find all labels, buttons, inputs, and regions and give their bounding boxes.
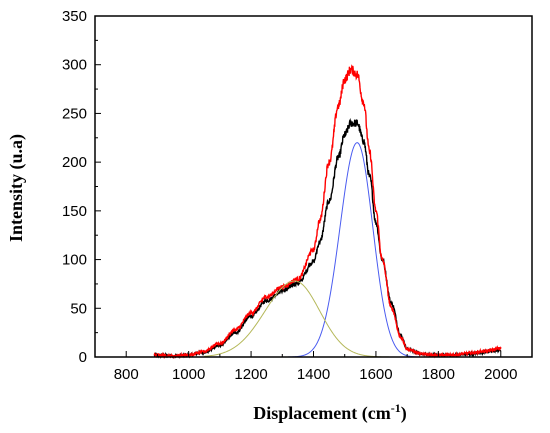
x-axis-ticks: 800 1000 1200 1400 1600 1800 2000 [114,351,517,383]
series-4-line [204,280,408,358]
y-tick-label: 250 [62,105,87,122]
x-tick-label: 1400 [297,366,330,383]
y-tick-label: 150 [62,203,87,220]
y-tick-label: 0 [79,349,87,366]
x-tick-label: 1800 [422,366,455,383]
x-tick-label: 1600 [359,366,392,383]
series-1-line [153,117,502,360]
series-layer [153,64,502,360]
y-tick-label: 200 [62,154,87,171]
plot-frame [94,15,533,358]
x-tick-label: 2000 [484,366,517,383]
x-tick-label: 1000 [172,366,205,383]
y-axis-title: Intensity (u.a) [6,134,27,242]
y-tick-label: 300 [62,57,87,74]
x-tick-label: 1200 [234,366,267,383]
y-tick-label: 350 [62,8,87,25]
x-axis-title: Displacement (cm-1) [253,401,406,424]
x-tick-label: 800 [114,366,139,383]
series-2-line [153,64,502,360]
y-axis-ticks: 0 50 100 150 200 250 300 350 [62,8,101,366]
y-tick-label: 50 [70,300,87,317]
series-3-line [266,142,423,358]
y-tick-label: 100 [62,252,87,269]
